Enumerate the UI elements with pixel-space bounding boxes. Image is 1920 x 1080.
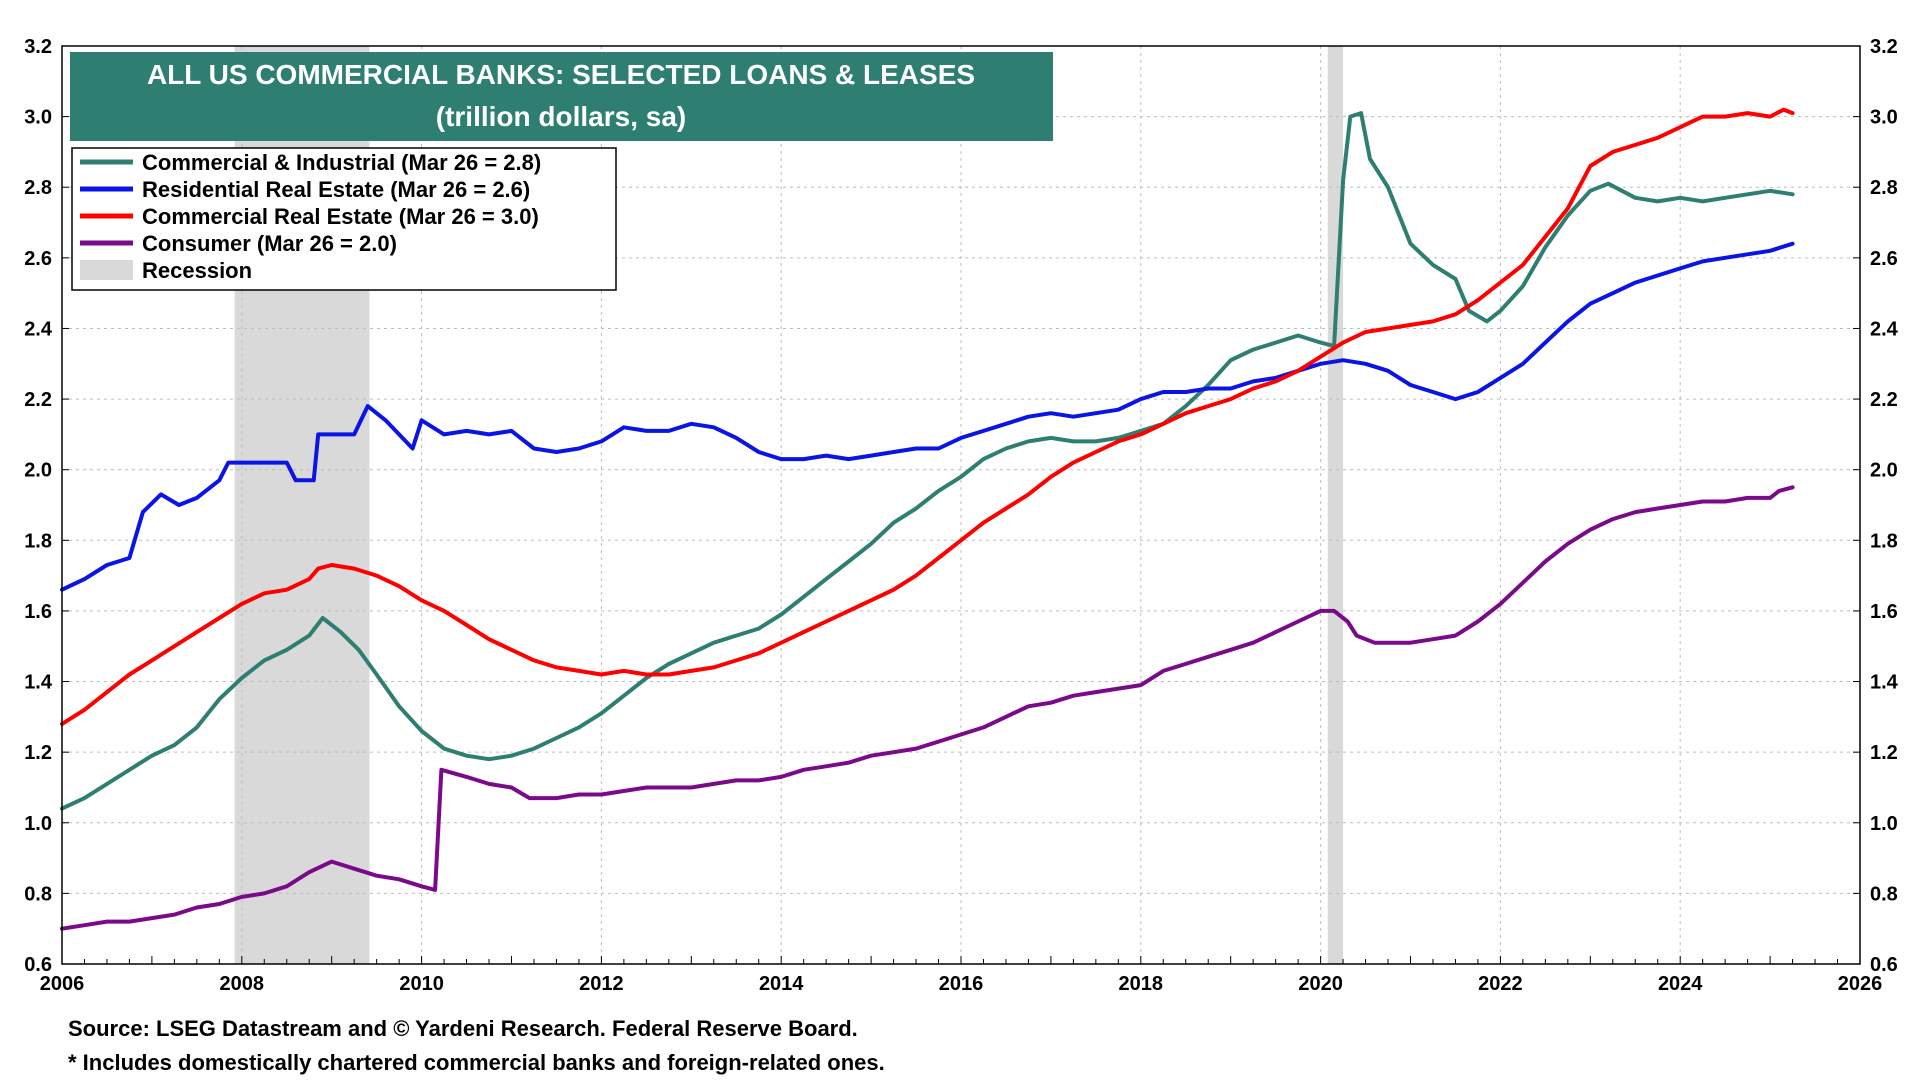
title-background <box>70 52 1053 141</box>
x-tick-label: 2008 <box>220 973 265 995</box>
data-series <box>60 107 1795 931</box>
y-tick-label-left: 3.0 <box>24 107 52 129</box>
gridlines <box>62 46 1860 964</box>
y-tick-label-left: 2.0 <box>24 460 52 482</box>
y-tick-label-left: 1.2 <box>24 742 52 764</box>
x-tick-label: 2020 <box>1298 973 1343 995</box>
y-tick-label-left: 3.2 <box>24 36 52 58</box>
y-tick-label-right: 2.8 <box>1870 177 1898 199</box>
x-tick-label: 2026 <box>1838 973 1883 995</box>
recession-band-2 <box>1327 46 1344 964</box>
legend-label-recession: Recession <box>142 258 252 283</box>
y-tick-label-left: 1.6 <box>24 601 52 623</box>
chart-subtitle: (trillion dollars, sa) <box>436 101 686 132</box>
y-tick-label-right: 1.2 <box>1870 742 1898 764</box>
x-tick-label: 2006 <box>40 973 85 995</box>
y-tick-label-right: 1.4 <box>1870 672 1899 694</box>
legend-swatch-recession <box>80 260 133 280</box>
legend-label: Commercial Real Estate (Mar 26 = 3.0) <box>142 204 539 229</box>
y-tick-label-right: 0.6 <box>1870 954 1898 976</box>
y-tick-label-right: 2.0 <box>1870 460 1898 482</box>
series-line-2 <box>60 241 1795 592</box>
series-line-1 <box>60 111 1795 811</box>
x-tick-label: 2022 <box>1478 973 1523 995</box>
legend-frame <box>71 147 617 291</box>
series-line-3 <box>60 107 1795 726</box>
y-tick-label-left: 0.6 <box>24 954 52 976</box>
series-line-4 <box>60 485 1795 931</box>
x-tick-label: 2012 <box>579 973 624 995</box>
y-tick-label-left: 1.0 <box>24 813 52 835</box>
x-axis: 2006 2008 2010 2012 2014 2016 2018 2020 2022 2024… <box>40 956 1883 995</box>
y-tick-label-right: 2.4 <box>1870 318 1899 340</box>
y-tick-label-left: 0.8 <box>24 883 52 905</box>
y-tick-label-right: 3.2 <box>1870 36 1898 58</box>
x-tick-label: 2024 <box>1658 973 1703 995</box>
x-tick-label: 2010 <box>399 973 444 995</box>
footnote: * Includes domestically chartered commer… <box>68 1050 885 1075</box>
legend-label: Commercial & Industrial (Mar 26 = 2.8) <box>142 150 541 175</box>
y-tick-label-right: 1.6 <box>1870 601 1898 623</box>
y-tick-label-left: 2.4 <box>24 318 53 340</box>
legend: Commercial & Industrial (Mar 26 = 2.8)Re… <box>71 147 617 291</box>
y-tick-label-right: 2.6 <box>1870 248 1898 270</box>
x-tick-label: 2016 <box>939 973 984 995</box>
y-tick-label-left: 2.8 <box>24 177 52 199</box>
chart-title: ALL US COMMERCIAL BANKS: SELECTED LOANS … <box>147 59 975 90</box>
y-tick-label-right: 1.0 <box>1870 813 1898 835</box>
y-tick-label-right: 1.8 <box>1870 530 1898 552</box>
x-tick-label: 2014 <box>759 973 804 995</box>
title-box: ALL US COMMERCIAL BANKS: SELECTED LOANS … <box>70 52 1053 141</box>
legend-label: Consumer (Mar 26 = 2.0) <box>142 231 397 256</box>
source-note: Source: LSEG Datastream and © Yardeni Re… <box>68 1016 858 1041</box>
y-tick-label-left: 2.2 <box>24 389 52 411</box>
y-tick-label-right: 2.2 <box>1870 389 1898 411</box>
y-tick-label-left: 2.6 <box>24 248 52 270</box>
y-axis: 0.6 0.6 0.8 0.8 1.0 1.0 1.2 1.2 1.4 1.4 1.6 1.6 1.8 1… <box>24 36 1898 976</box>
y-tick-label-left: 1.4 <box>24 672 53 694</box>
y-tick-label-right: 3.0 <box>1870 107 1898 129</box>
y-tick-label-left: 1.8 <box>24 530 52 552</box>
y-tick-label-right: 0.8 <box>1870 883 1898 905</box>
legend-label: Residential Real Estate (Mar 26 = 2.6) <box>142 177 530 202</box>
x-tick-label: 2018 <box>1119 973 1164 995</box>
